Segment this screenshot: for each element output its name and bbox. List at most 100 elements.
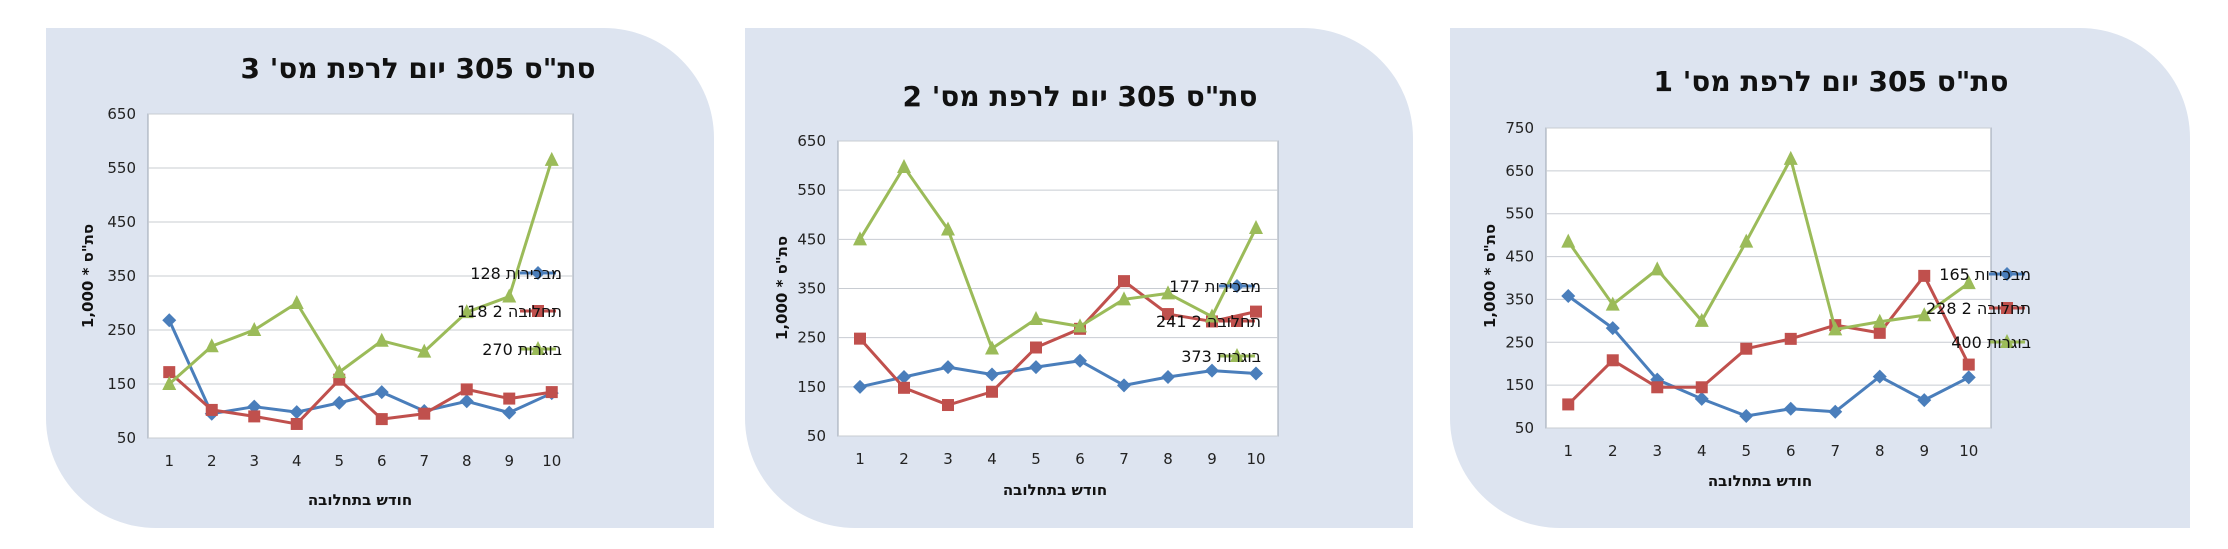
data-point xyxy=(1873,326,1886,339)
data-point xyxy=(459,394,474,409)
data-point xyxy=(1918,269,1931,282)
data-point xyxy=(289,405,304,420)
data-point xyxy=(374,332,389,347)
data-point xyxy=(1561,289,1576,303)
x-tick-label: 8 xyxy=(462,452,472,470)
legend-marker xyxy=(532,305,544,317)
x-tick-label: 9 xyxy=(1919,442,1929,460)
data-point xyxy=(1250,305,1262,318)
chart-panel-farm-3: סת"ס 305 יום לרפת מס' 3 50 150 250 350 450 55… xyxy=(46,28,714,528)
x-tick-label: 7 xyxy=(419,452,429,470)
chart-title: סת"ס 305 יום לרפת מס' 3 xyxy=(240,52,595,85)
data-point xyxy=(1073,318,1087,333)
x-tick-label: 6 xyxy=(1786,442,1796,460)
series-line xyxy=(858,165,1258,350)
y-tick-label: 50 xyxy=(807,427,826,445)
legend-marker xyxy=(1230,279,1244,293)
data-point xyxy=(332,364,347,379)
y-tick-label: 550 xyxy=(797,181,826,199)
data-point xyxy=(1029,360,1043,375)
data-point xyxy=(1695,381,1708,394)
x-tick-label: 3 xyxy=(943,450,953,468)
legend-label: בוגרות 400 xyxy=(1951,333,2031,352)
legend-marker xyxy=(531,341,545,355)
y-tick-label: 50 xyxy=(1515,419,1534,437)
data-point xyxy=(459,304,474,319)
y-tick-label: 650 xyxy=(107,105,136,123)
data-point xyxy=(985,367,999,382)
series-line xyxy=(168,370,552,426)
x-tick-label: 4 xyxy=(1697,442,1707,460)
data-point xyxy=(162,376,177,390)
x-axis-label: חודש בתחלובה xyxy=(1708,472,1812,490)
data-point xyxy=(941,221,955,236)
data-point xyxy=(204,338,219,353)
chart-title: סת"ס 305 יום לרפת מס' 2 xyxy=(902,80,1257,113)
data-point xyxy=(1740,342,1753,355)
data-point xyxy=(502,288,517,303)
chart-panel-farm-1: סת"ס 305 יום לרפת מס' 1 50 150 250 350 450 55… xyxy=(1450,28,2190,528)
y-tick-label: 450 xyxy=(797,230,826,248)
data-point xyxy=(545,386,558,399)
data-point xyxy=(460,383,473,396)
data-point xyxy=(1073,353,1087,368)
series-line xyxy=(1567,157,1970,331)
data-point xyxy=(163,366,176,379)
legend-label: מבכירות 177 xyxy=(1169,277,1261,296)
data-point xyxy=(375,413,388,426)
legend-label: מבכירות 165 xyxy=(1939,265,2031,284)
data-point xyxy=(374,385,389,400)
data-point xyxy=(1962,358,1975,371)
data-point xyxy=(1828,404,1843,419)
data-point xyxy=(1872,313,1887,328)
chart-svg-farm-3: סת"ס 305 יום לרפת מס' 3 5015025035045055… xyxy=(79,52,596,509)
x-tick-label: 9 xyxy=(1207,450,1217,468)
data-point xyxy=(247,399,262,414)
x-tick-label: 10 xyxy=(1246,450,1265,468)
data-point xyxy=(544,151,559,166)
data-point xyxy=(1917,307,1932,322)
data-point xyxy=(1249,366,1263,381)
x-tick-label: 1 xyxy=(164,452,174,470)
series-line xyxy=(858,279,1257,407)
y-tick-label: 150 xyxy=(1505,376,1534,394)
x-tick-label: 2 xyxy=(899,450,909,468)
data-point xyxy=(1118,275,1130,288)
x-tick-label: 10 xyxy=(542,452,561,470)
data-point xyxy=(897,370,911,384)
chart-svg-farm-2: סת"ס 305 יום לרפת מס' 2 5015025035045055… xyxy=(773,80,1279,499)
data-point xyxy=(418,407,431,420)
data-point xyxy=(247,322,262,336)
data-point xyxy=(941,360,955,375)
y-tick-label: 250 xyxy=(797,329,826,347)
data-point xyxy=(1739,409,1754,423)
y-tick-label: 150 xyxy=(797,378,826,396)
data-point xyxy=(1029,310,1043,325)
data-point xyxy=(1117,378,1131,393)
data-point xyxy=(1605,296,1620,311)
legend-marker xyxy=(1231,315,1243,327)
data-point xyxy=(1650,261,1665,276)
x-tick-label: 4 xyxy=(292,452,302,470)
data-point xyxy=(942,399,954,412)
data-point xyxy=(503,392,516,405)
data-point xyxy=(1030,341,1042,354)
data-point xyxy=(502,405,517,420)
x-tick-label: 8 xyxy=(1163,450,1173,468)
y-tick-label: 650 xyxy=(1505,162,1534,180)
legend-label: תחלובה 2 228 xyxy=(1926,299,2031,318)
x-tick-label: 2 xyxy=(1608,442,1618,460)
data-point xyxy=(1249,220,1263,235)
y-tick-label: 350 xyxy=(107,267,136,285)
data-point xyxy=(1917,393,1932,408)
data-point xyxy=(417,343,432,358)
x-tick-label: 3 xyxy=(249,452,259,470)
data-point xyxy=(1783,401,1798,416)
y-tick-label: 450 xyxy=(107,213,136,231)
x-tick-label: 1 xyxy=(855,450,865,468)
legend-marker xyxy=(1230,348,1244,362)
chart-title: סת"ס 305 יום לרפת מס' 1 xyxy=(1653,65,2008,98)
legend-label: בוגרות 373 xyxy=(1181,347,1261,366)
data-point xyxy=(1872,369,1887,384)
data-point xyxy=(854,332,866,345)
